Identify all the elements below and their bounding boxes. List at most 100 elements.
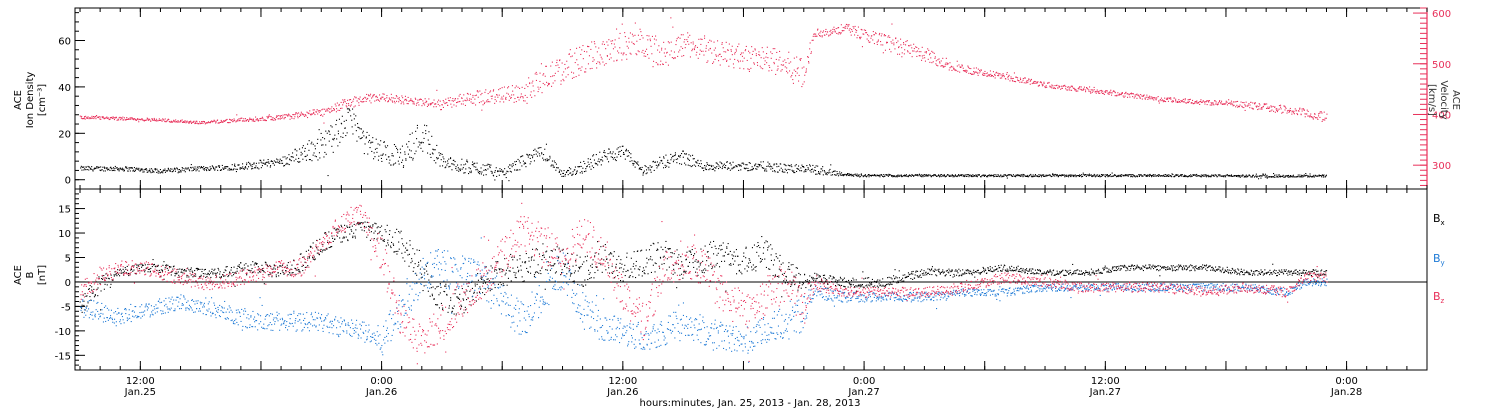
density-point — [983, 174, 985, 176]
velocity-point — [374, 100, 376, 102]
density-point — [1278, 176, 1280, 178]
bx-point — [453, 313, 455, 315]
velocity-point — [823, 30, 825, 32]
velocity-point — [469, 93, 471, 95]
velocity-point — [996, 71, 998, 73]
velocity-point — [707, 60, 709, 62]
velocity-point — [557, 64, 559, 66]
velocity-point — [994, 77, 996, 79]
bx-point — [168, 266, 170, 268]
bx-point — [261, 268, 263, 270]
density-point — [666, 165, 668, 167]
velocity-point — [1111, 94, 1113, 96]
velocity-point — [211, 120, 213, 122]
density-point — [955, 175, 957, 177]
velocity-point — [907, 50, 909, 52]
density-point — [907, 176, 909, 178]
velocity-point — [945, 62, 947, 64]
density-point — [674, 155, 676, 157]
density-point — [1052, 173, 1054, 175]
density-point — [550, 165, 552, 167]
velocity-point — [1057, 87, 1059, 89]
bx-point — [199, 268, 201, 270]
density-point — [1149, 174, 1151, 176]
density-point — [1280, 176, 1282, 178]
density-point — [1001, 176, 1003, 178]
density-point — [604, 152, 606, 154]
velocity-point — [369, 95, 371, 97]
density-point — [894, 176, 896, 178]
density-point — [105, 167, 107, 169]
bx-point — [245, 263, 247, 265]
velocity-point — [311, 113, 313, 115]
density-point — [801, 164, 803, 166]
bx-point — [369, 225, 371, 227]
velocity-point — [1195, 102, 1197, 104]
velocity-point — [631, 33, 633, 35]
bx-point — [177, 271, 179, 273]
velocity-point — [442, 100, 444, 102]
density-point — [121, 169, 123, 171]
velocity-point — [1238, 105, 1240, 107]
density-point — [88, 169, 90, 171]
density-point — [184, 171, 186, 173]
density-point — [1255, 175, 1257, 177]
bx-point — [94, 295, 96, 297]
density-point — [796, 170, 798, 172]
bx-point — [119, 268, 121, 270]
density-point — [120, 168, 122, 170]
density-point — [705, 168, 707, 170]
density-point — [159, 169, 161, 171]
density-point — [290, 156, 292, 158]
velocity-point — [851, 29, 853, 31]
velocity-point — [1083, 86, 1085, 88]
density-point — [167, 167, 169, 169]
velocity-point — [1077, 88, 1079, 90]
density-point — [300, 151, 302, 153]
bx-point — [419, 268, 421, 270]
bx-point — [374, 230, 376, 232]
density-point — [203, 169, 205, 171]
density-point — [777, 171, 779, 173]
velocity-point — [1152, 98, 1154, 100]
velocity-point — [1105, 90, 1107, 92]
velocity-point — [1294, 108, 1296, 110]
density-point — [1049, 175, 1051, 177]
density-point — [195, 168, 197, 170]
bx-point — [301, 265, 303, 267]
bx-point — [440, 302, 442, 304]
density-point — [1064, 176, 1066, 178]
density-point — [780, 163, 782, 165]
density-point — [206, 170, 208, 172]
density-point — [568, 170, 570, 172]
bx-point — [113, 274, 115, 276]
density-point — [978, 174, 980, 176]
density-point — [748, 170, 750, 172]
density-point — [1026, 175, 1028, 177]
velocity-point — [975, 71, 977, 73]
density-point — [135, 168, 137, 170]
velocity-point — [1147, 98, 1149, 100]
bx-point — [282, 271, 284, 273]
bx-point — [502, 283, 504, 285]
density-point — [1225, 174, 1227, 176]
bx-point — [302, 264, 304, 266]
velocity-point — [229, 118, 231, 120]
density-point — [678, 155, 680, 157]
density-point — [90, 168, 92, 170]
velocity-point — [1067, 89, 1069, 91]
density-point — [735, 165, 737, 167]
bx-point — [518, 269, 520, 271]
velocity-point — [1237, 100, 1239, 102]
velocity-point — [1270, 110, 1272, 112]
density-point — [290, 160, 292, 162]
density-point — [468, 167, 470, 169]
velocity-point — [804, 74, 806, 76]
density-point — [515, 160, 517, 162]
velocity-point — [614, 39, 616, 41]
density-point — [701, 167, 703, 169]
bx-point — [431, 295, 433, 297]
density-point — [113, 167, 115, 169]
density-point — [337, 145, 339, 147]
